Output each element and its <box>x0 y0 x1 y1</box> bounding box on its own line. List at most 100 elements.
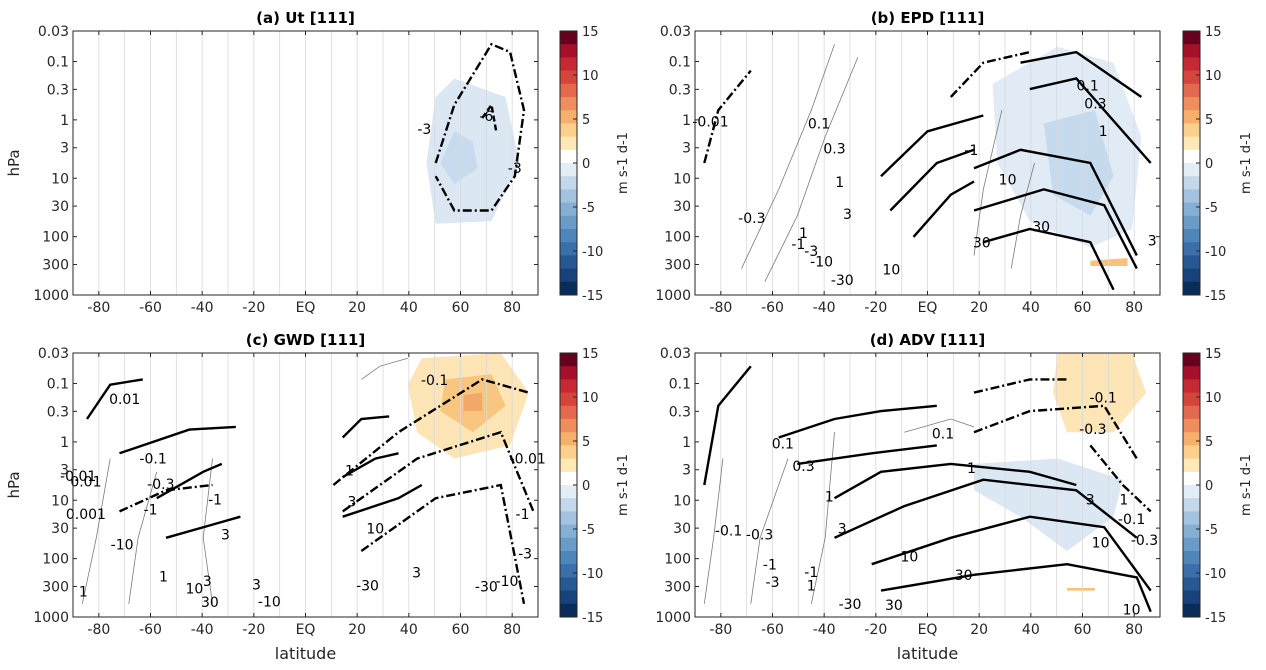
colorbar-segment <box>560 445 577 460</box>
colorbar: 15 10 5 0 -5 -10 -15 m s-1 d-1 <box>1182 25 1254 304</box>
contour-label: -3 <box>804 244 818 260</box>
contour-thin <box>1010 162 1035 269</box>
contour-label: 0.1 <box>772 436 794 452</box>
contour-label: -0.1 <box>1090 390 1117 406</box>
contour-label: 30 <box>201 595 219 611</box>
colorbar-segment <box>560 31 577 45</box>
contour-line <box>434 42 526 212</box>
colorbar-segment <box>1183 524 1200 539</box>
contour-thin <box>904 418 975 433</box>
contour-thin <box>81 458 111 604</box>
x-tick-label: -20 <box>864 622 887 638</box>
colorbar-segment <box>1183 419 1200 433</box>
contour-label: 3 <box>252 578 261 594</box>
colorbar-segment <box>560 229 577 243</box>
contour-label: -0.01 <box>60 469 96 485</box>
y-tick-label: 30 <box>673 521 691 537</box>
colorbar-segment <box>560 471 577 486</box>
contour-line <box>880 562 1152 613</box>
colorbar-segment <box>1183 551 1200 565</box>
contour-label: 0.3 <box>1084 97 1106 113</box>
colorbar-segment <box>1183 511 1200 526</box>
colorbar-segment <box>560 524 577 539</box>
contour-label: 3 <box>412 566 421 582</box>
x-tick-label: EQ <box>296 300 316 316</box>
colorbar-segment <box>1183 590 1200 605</box>
colorbar-segment <box>1183 83 1200 98</box>
colorbar-segment <box>560 215 577 230</box>
y-axis-label: hPa <box>5 149 23 176</box>
x-axis-label: latitude <box>897 644 958 663</box>
contour-line <box>889 148 975 212</box>
contour-line <box>778 404 937 439</box>
x-tick-label: -60 <box>139 622 162 638</box>
contour-label: -0.3 <box>1079 422 1106 438</box>
colorbar: 15 10 5 0 -5 -10 -15 m s-1 d-1 <box>1182 347 1254 626</box>
colorbar-tick-label: 5 <box>1205 435 1213 450</box>
x-tick-label: -60 <box>139 300 162 316</box>
x-tick-label: -20 <box>242 622 265 638</box>
colorbar-tick-label: -15 <box>582 289 603 304</box>
colorbar-tick-label: -5 <box>1205 201 1218 216</box>
colorbar-segment <box>1183 242 1200 256</box>
y-tick-label: 3 <box>682 141 691 157</box>
contour-thin <box>741 44 835 269</box>
contour-label: -6 <box>479 109 493 125</box>
y-tick-label: 300 <box>42 257 69 273</box>
contour-line <box>1020 50 1143 98</box>
colorbar-segment <box>1183 149 1200 164</box>
contour-label: 30 <box>1032 220 1050 236</box>
contour-line <box>703 69 752 164</box>
colorbar-segment <box>1183 57 1200 72</box>
contour-label: 3 <box>348 495 357 511</box>
y-tick-label: 100 <box>42 552 69 568</box>
colorbar-segment <box>560 564 577 578</box>
colorbar-tick-label: -15 <box>1205 289 1226 304</box>
chart-title: (d) ADV [111] <box>870 331 986 349</box>
x-tick-label: 40 <box>400 300 418 316</box>
y-tick-label: 300 <box>664 579 691 595</box>
colorbar-segment <box>560 123 577 138</box>
colorbar-segment <box>560 379 577 394</box>
colorbar-segment <box>1183 44 1200 58</box>
colorbar-segment <box>560 255 577 270</box>
y-tick-label: 1 <box>682 113 691 129</box>
contour-thin <box>973 110 1003 256</box>
x-tick-label: 40 <box>1022 622 1040 638</box>
x-tick-label: EQ <box>918 300 938 316</box>
colorbar-segment <box>560 163 577 177</box>
colorbar-segment <box>1183 70 1200 85</box>
contour-label: 3 <box>221 527 230 543</box>
colorbar-tick-label: 5 <box>582 435 590 450</box>
x-tick-label: 20 <box>348 300 366 316</box>
contour-label: -3 <box>417 122 431 138</box>
contour-label: 3 <box>838 522 847 538</box>
colorbar-tick-label: 0 <box>1205 157 1213 172</box>
contour-label: -10 <box>258 594 281 610</box>
colorbar-segment <box>1183 176 1200 190</box>
x-tick-label: -80 <box>709 300 732 316</box>
colorbar-segment <box>560 511 577 526</box>
x-tick-label: 80 <box>1125 300 1143 316</box>
contour-thin <box>810 432 835 604</box>
panel-2: -0.01 0.10.3131-0.3-1-3-10-30100.10.31-11… <box>655 9 1254 316</box>
contour-label: -30 <box>356 578 379 594</box>
colorbar-tick-label: 10 <box>1205 69 1222 84</box>
contour-label: 1 <box>825 490 834 506</box>
colorbar-label: m s-1 d-1 <box>616 454 631 516</box>
colorbar-segment <box>1183 432 1200 446</box>
contour-label: 10 <box>999 173 1017 189</box>
contour-line <box>342 430 535 513</box>
x-tick-label: 20 <box>970 300 988 316</box>
colorbar-tick-label: 0 <box>1205 479 1213 494</box>
colorbar-segment <box>560 577 577 592</box>
y-tick-label: 100 <box>42 230 69 246</box>
y-tick-label: 1 <box>60 435 69 451</box>
y-tick-label: 0.3 <box>47 82 69 98</box>
contour-label: 10 <box>366 522 384 538</box>
y-tick-label: 10 <box>673 171 691 187</box>
contour-label: -3 <box>508 161 522 177</box>
contour-line <box>982 227 1115 291</box>
y-tick-label: 300 <box>664 257 691 273</box>
